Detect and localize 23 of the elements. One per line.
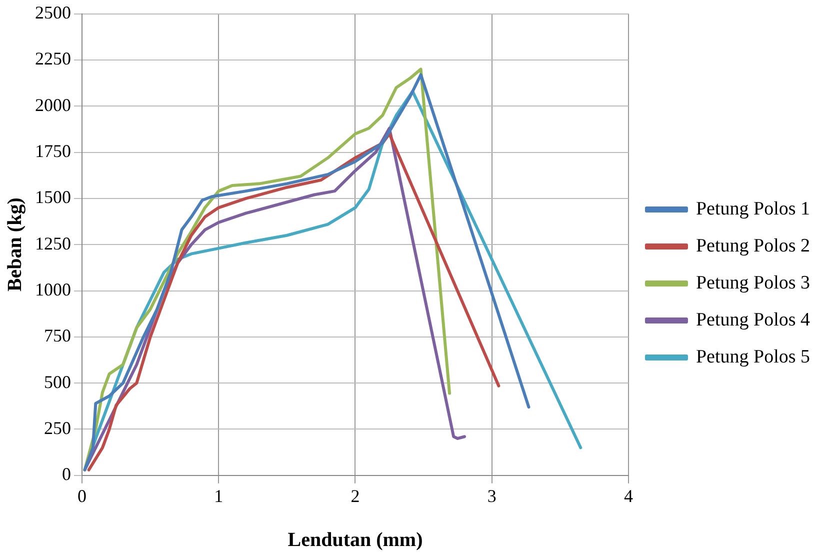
y-axis-title: Beban (kg) (4, 198, 26, 292)
y-tick-label: 0 (62, 464, 71, 484)
y-tick-label: 2250 (35, 48, 71, 69)
y-tick-label: 750 (44, 326, 71, 346)
y-tick-label: 2500 (35, 2, 71, 23)
y-tick-label: 1500 (35, 187, 71, 208)
y-tick-label: 250 (44, 418, 71, 438)
y-tick-label: 1250 (35, 233, 71, 254)
y-tick-label: 1000 (35, 279, 71, 300)
legend-label: Petung Polos 2 (696, 235, 810, 256)
legend-label: Petung Polos 4 (696, 309, 810, 330)
x-tick-label: 1 (214, 486, 224, 506)
legend-label: Petung Polos 3 (696, 272, 810, 294)
y-tick-label: 1750 (35, 141, 71, 162)
y-tick-label: 500 (44, 372, 71, 392)
x-tick-label: 4 (624, 486, 633, 506)
x-axis-title: Lendutan (mm) (288, 529, 423, 552)
x-tick-label: 3 (487, 486, 496, 506)
x-tick-label: 0 (78, 486, 86, 506)
legend-label: Petung Polos 1 (696, 198, 810, 220)
y-tick-label: 2000 (35, 94, 71, 115)
legend-label: Petung Polos 5 (696, 346, 810, 368)
x-tick-label: 2 (350, 486, 360, 506)
